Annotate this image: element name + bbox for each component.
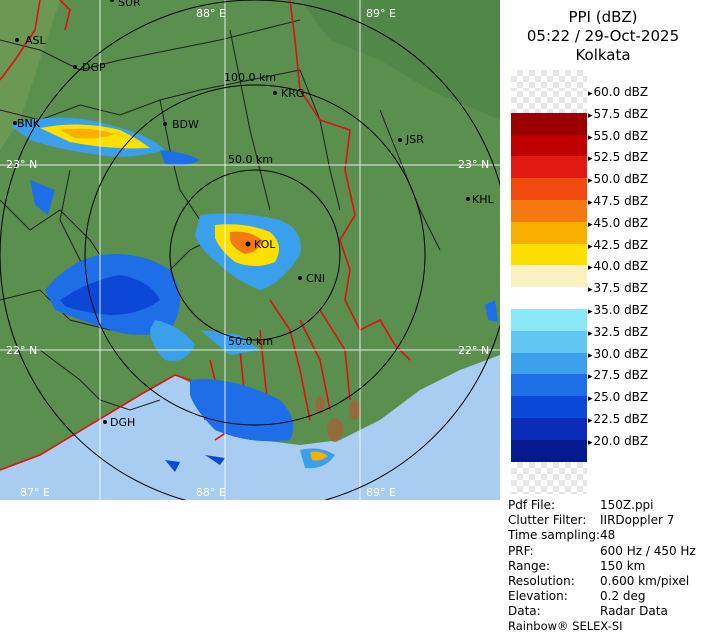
city-markers <box>13 0 470 424</box>
station-title: Kolkata <box>575 46 631 64</box>
info-value: 48 <box>600 528 616 543</box>
info-value: 150Z.ppi <box>600 498 654 512</box>
lat-label: 22° N <box>458 344 489 357</box>
info-value: Radar Data <box>600 604 668 619</box>
scale-label: 47.5 dBZ <box>588 194 649 208</box>
lon-label: 89° E <box>366 7 396 20</box>
radar-echoes <box>10 117 498 472</box>
scale-label: 50.0 dBZ <box>588 172 649 186</box>
scale-swatch <box>511 287 587 310</box>
scale-label: 45.0 dBZ <box>588 216 649 230</box>
lon-label: 87° E <box>20 486 50 499</box>
scale-swatch <box>511 418 587 440</box>
scale-blank-box <box>511 461 587 495</box>
info-value: 0.600 km/pixel <box>600 574 690 588</box>
scale-label: 32.5 dBZ <box>588 325 649 339</box>
lon-label: 88° E <box>196 7 226 20</box>
radar-map: 88° E 89° E 23° N 23° N 22° N 22° N 87° … <box>0 0 500 500</box>
scale-swatch <box>511 265 587 288</box>
scale-label: 42.5 dBZ <box>588 238 649 252</box>
info-key: PRF: <box>508 543 534 558</box>
scale-label: 35.0 dBZ <box>588 303 649 317</box>
lat-label: 23° N <box>458 158 489 171</box>
city-label: BNK <box>17 117 41 130</box>
scale-swatch <box>511 134 587 157</box>
info-value: 0.2 deg <box>600 589 646 604</box>
scale-swatch <box>511 178 587 201</box>
scale-label: 30.0 dBZ <box>588 347 649 361</box>
city-label: KHL <box>472 193 494 206</box>
info-key: Range: <box>508 558 551 573</box>
city-label: DGH <box>110 416 135 429</box>
info-key: Data: <box>508 604 541 619</box>
city-label: SUR <box>118 0 141 9</box>
scale-swatch <box>511 112 587 135</box>
scale-swatch <box>511 91 587 113</box>
scale-label: 25.0 dBZ <box>588 390 649 404</box>
scale-label: 57.5 dBZ <box>588 107 649 121</box>
sea-area <box>0 355 500 500</box>
lon-label: 89° E <box>366 486 396 499</box>
scale-swatch <box>511 396 587 419</box>
scale-swatch <box>511 221 587 244</box>
city-label: BDW <box>172 118 199 131</box>
city-label: ASL <box>25 34 47 47</box>
scale-label: 40.0 dBZ <box>588 259 649 273</box>
info-key: Elevation: <box>508 589 568 604</box>
range-rings <box>0 0 500 500</box>
lat-label: 22° N <box>6 344 37 357</box>
scale-label: 37.5 dBZ <box>588 281 649 295</box>
range-label: 50.0 km <box>228 153 273 166</box>
scale-swatch <box>511 309 587 331</box>
scale-swatch <box>511 374 587 397</box>
lat-label: 23° N <box>6 158 37 171</box>
scale-swatch <box>511 330 587 353</box>
city-label: CNI <box>306 272 325 285</box>
scale-swatch <box>511 200 587 222</box>
scale-swatch <box>511 156 587 179</box>
city-label: KOL <box>254 238 276 251</box>
city-label: KRG <box>281 87 304 100</box>
datetime-title: 05:22 / 29-Oct-2025 <box>526 27 680 45</box>
scale-swatch <box>511 243 587 266</box>
info-key: Pdf File: <box>508 498 556 512</box>
lon-label: 88° E <box>196 486 226 499</box>
scale-swatch <box>511 439 587 462</box>
scale-label: 20.0 dBZ <box>588 434 649 448</box>
scale-label: 22.5 dBZ <box>588 412 649 426</box>
info-value: IIRDoppler 7 <box>600 513 675 528</box>
info-key: Time sampling: <box>508 528 601 543</box>
range-label: 100.0 km <box>224 71 276 84</box>
info-key: Resolution: <box>508 574 575 588</box>
info-value: 150 km <box>600 558 646 573</box>
info-value: 600 Hz / 450 Hz <box>600 543 696 558</box>
city-label: DGP <box>82 61 106 74</box>
scale-label: 27.5 dBZ <box>588 368 649 382</box>
terrain-shade <box>0 0 60 150</box>
scale-label: 52.5 dBZ <box>588 150 649 164</box>
footer-credit: Rainbow® SELEX-SI <box>508 619 623 633</box>
scale-label: 55.0 dBZ <box>588 129 649 143</box>
delta-islands <box>315 396 361 442</box>
city-label: JSR <box>405 133 424 146</box>
info-key: Clutter Filter: <box>508 513 587 528</box>
product-title: PPI (dBZ) <box>568 8 638 26</box>
range-label: 50.0 km <box>228 335 273 348</box>
graticule <box>0 0 500 500</box>
scale-label: 60.0 dBZ <box>588 85 649 99</box>
scale-swatch <box>511 352 587 375</box>
